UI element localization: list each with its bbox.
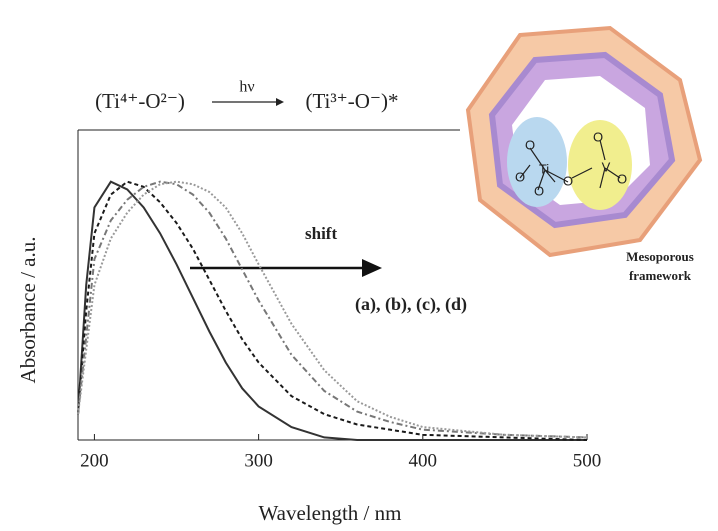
atom-label: Ti	[539, 161, 549, 176]
atom-label: O	[515, 169, 525, 184]
x-tick-label: 300	[244, 450, 273, 471]
light-label: hν	[239, 79, 254, 96]
product: (Ti³⁺-O⁻)*	[305, 89, 398, 113]
atom-label: O	[593, 129, 603, 144]
spectrum-line	[77, 180, 588, 439]
atom-label: O	[534, 183, 544, 198]
spectrum-line	[77, 180, 588, 441]
v-site	[568, 120, 632, 210]
framework-label: framework	[629, 268, 692, 283]
framework-illustration	[465, 25, 703, 258]
atom-label: V	[602, 159, 611, 174]
atom-label: O	[525, 137, 535, 152]
ti-site	[507, 117, 567, 207]
atom-label: O	[617, 171, 627, 186]
y-axis-label: Absorbance / a.u.	[16, 237, 40, 384]
sample-label: (a), (b), (c), (d)	[355, 294, 467, 315]
shift-arrowhead	[362, 259, 382, 277]
x-tick-label: 500	[573, 450, 602, 471]
x-axis-label: Wavelength / nm	[259, 501, 402, 525]
x-tick-label: 200	[80, 450, 109, 471]
reactant: (Ti⁴⁺-O²⁻)	[95, 89, 185, 113]
spectrum-line	[77, 180, 588, 439]
framework-label: Mesoporous	[626, 249, 694, 264]
shift-label: shift	[305, 224, 337, 243]
atom-label: O	[563, 173, 573, 188]
spectrum-line	[77, 180, 587, 441]
bonds	[519, 139, 621, 191]
x-tick-label: 400	[409, 450, 438, 471]
reaction-arrowhead	[276, 98, 284, 106]
